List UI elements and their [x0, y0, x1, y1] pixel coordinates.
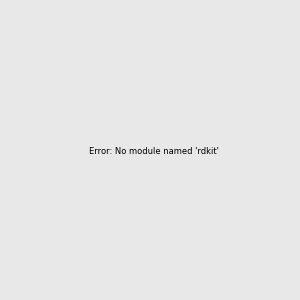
Text: Error: No module named 'rdkit': Error: No module named 'rdkit': [89, 147, 219, 156]
